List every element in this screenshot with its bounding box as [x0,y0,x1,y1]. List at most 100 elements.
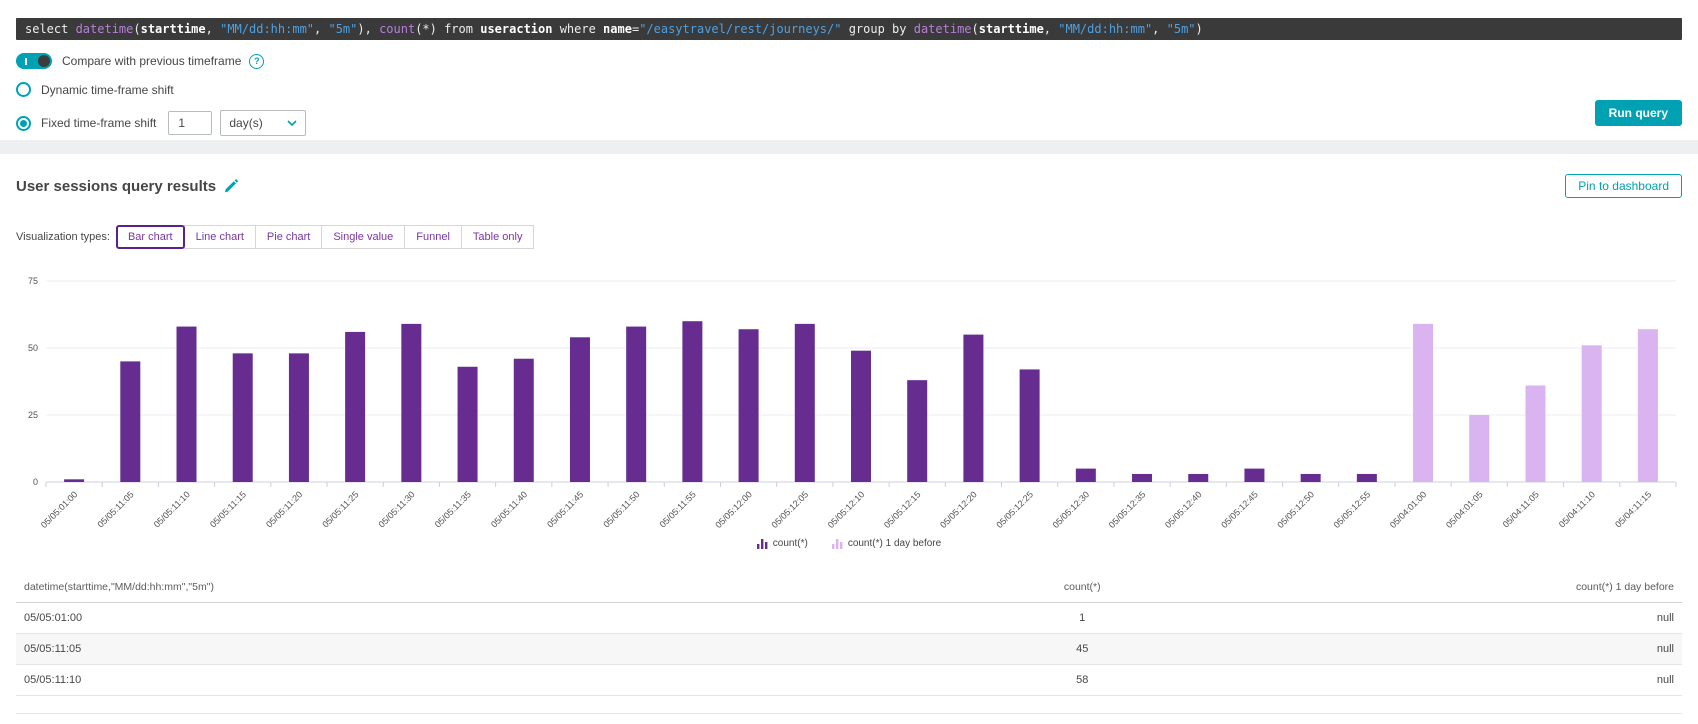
query-token: , [205,22,221,36]
x-tick-label: 05/04:11:05 [1501,489,1541,529]
x-tick-label: 05/05:12:40 [1163,489,1204,530]
bar-05-05-12-35[interactable] [1132,473,1153,482]
bar-chart: 0 25 50 75 05/05:01:00 05/05:11:05 05/05:11:10… [28,276,1677,530]
viz-type-pie-chart[interactable]: Pie chart [254,225,323,249]
x-tick-label: 05/05:12:20 [938,489,979,530]
bar-05-04-01-00[interactable] [1413,323,1434,482]
bar-05-05-12-25[interactable] [1019,369,1040,482]
shift-unit-select[interactable]: day(s) [220,110,307,136]
query-token: = [631,22,640,36]
bar-05-05-11-15[interactable] [232,353,253,482]
x-tick-label: 05/05:12:30 [1051,489,1092,530]
bar-05-05-12-50[interactable] [1300,473,1321,482]
query-token: starttime [140,22,206,36]
bar-05-05-12-05[interactable] [794,323,815,482]
bar-05-05-11-25[interactable] [345,331,366,482]
x-tick-label: 05/05:11:55 [658,489,698,529]
table-body: 05/05:01:00 1 null 05/05:11:05 45 null 05/05:1… [16,602,1682,696]
run-query-button[interactable]: Run query [1594,100,1682,126]
query-token: , [1152,22,1167,36]
query-panel: select datetime(starttime, "MM/dd:hh:mm"… [0,0,1698,140]
bar-05-05-11-35[interactable] [457,366,478,482]
usql-query-input[interactable]: select datetime(starttime, "MM/dd:hh:mm"… [16,18,1682,40]
x-tick-label: 05/05:11:30 [377,489,417,529]
table-cell: 05/05:11:05 [16,633,949,665]
shift-value-input[interactable] [168,111,213,135]
x-tick-label: 05/05:12:10 [826,489,867,530]
query-token: name [603,22,632,36]
legend-item-count-1-day-before[interactable]: count(*) 1 day before [831,537,941,549]
bar-05-04-01-05[interactable] [1469,415,1490,482]
x-tick-label: 05/05:11:35 [433,489,473,529]
x-tick-label: 05/05:11:50 [601,489,641,529]
bar-05-05-11-45[interactable] [569,337,590,482]
x-tick-label: 05/05:11:25 [320,489,360,529]
viz-type-bar-chart[interactable]: Bar chart [115,225,185,249]
table-cell: null [1215,664,1682,696]
toggle-on-mark [25,57,27,65]
help-icon[interactable]: ? [249,53,265,69]
x-tick-label: 05/05:12:15 [882,489,923,530]
query-token: select [25,22,76,36]
legend-item-count[interactable]: count(*) [756,537,808,549]
table-row: 05/05:11:05 45 null [16,633,1682,665]
bar-05-05-12-20[interactable] [963,334,984,482]
x-tick-label: 05/05:11:20 [264,489,304,529]
viz-type-single-value[interactable]: Single value [321,225,406,249]
mini-bars-icon [756,539,768,549]
edit-pencil-icon[interactable] [224,179,239,193]
chart-legend: count(*) count(*) 1 day before [16,537,1682,549]
bar-05-05-12-45[interactable] [1244,468,1265,482]
query-token: (*) from [415,22,481,36]
bar-05-04-11-05[interactable] [1525,385,1546,482]
table-cell: 1 [948,602,1216,634]
query-token: "5m" [328,22,358,36]
bar-05-05-11-55[interactable] [682,321,703,482]
viz-type-funnel[interactable]: Funnel [404,225,462,249]
bar-05-05-12-40[interactable] [1188,473,1209,482]
y-tick-label: 75 [28,276,38,286]
table-row: 05/05:01:00 1 null [16,602,1682,634]
bar-05-05-12-10[interactable] [851,350,871,482]
x-tick-label: 05/05:11:05 [95,489,135,529]
query-token: count [379,22,416,36]
table-partial-row [16,696,1682,714]
x-tick-label: 05/05:12:05 [770,489,811,530]
bar-05-05-11-30[interactable] [401,323,422,482]
bar-05-05-11-40[interactable] [513,358,534,482]
viz-type-table-only[interactable]: Table only [460,225,535,249]
dynamic-shift-row: Dynamic time-frame shift [16,82,1682,97]
table-cell: 45 [948,633,1216,665]
table-cell: null [1215,633,1682,665]
column-header-count-1-day-before: count(*) 1 day before [1215,573,1682,603]
bar-05-04-11-15[interactable] [1637,329,1658,482]
x-tick-label: 05/05:12:35 [1107,489,1148,530]
toggle-knob [38,55,50,67]
x-tick-label: 05/04:01:00 [1388,489,1429,530]
x-tick-label: 05/04:11:10 [1557,489,1597,529]
x-tick-label: 05/05:12:45 [1219,489,1260,530]
bar-05-05-11-50[interactable] [626,326,647,482]
pin-to-dashboard-button[interactable]: Pin to dashboard [1565,174,1682,198]
table-cell: 58 [948,664,1216,696]
dynamic-shift-radio[interactable] [16,82,31,97]
bar-05-05-12-00[interactable] [738,329,759,482]
fixed-shift-radio[interactable] [16,115,31,131]
x-tick-label: 05/05:12:55 [1332,489,1373,530]
bar-05-05-12-30[interactable] [1075,468,1096,482]
bar-05-05-11-05[interactable] [120,361,141,482]
compare-toggle[interactable] [16,53,52,69]
bar-05-04-11-10[interactable] [1581,345,1602,482]
query-token: "/easytravel/rest/journeys/" [639,22,842,36]
results-panel: User sessions query results Pin to dashb… [0,154,1698,724]
bar-05-05-12-15[interactable] [907,380,928,482]
compare-row: Compare with previous timeframe ? [16,53,1682,69]
bar-05-05-01-00[interactable] [64,479,85,482]
mini-bars-icon [831,539,843,549]
results-title-row: User sessions query results Pin to dashb… [16,154,1682,198]
bar-05-05-12-55[interactable] [1356,473,1377,482]
bar-05-05-11-20[interactable] [288,353,309,482]
bar-05-05-11-10[interactable] [176,326,197,482]
table-row: 05/05:11:10 58 null [16,664,1682,696]
viz-type-line-chart[interactable]: Line chart [183,225,256,249]
